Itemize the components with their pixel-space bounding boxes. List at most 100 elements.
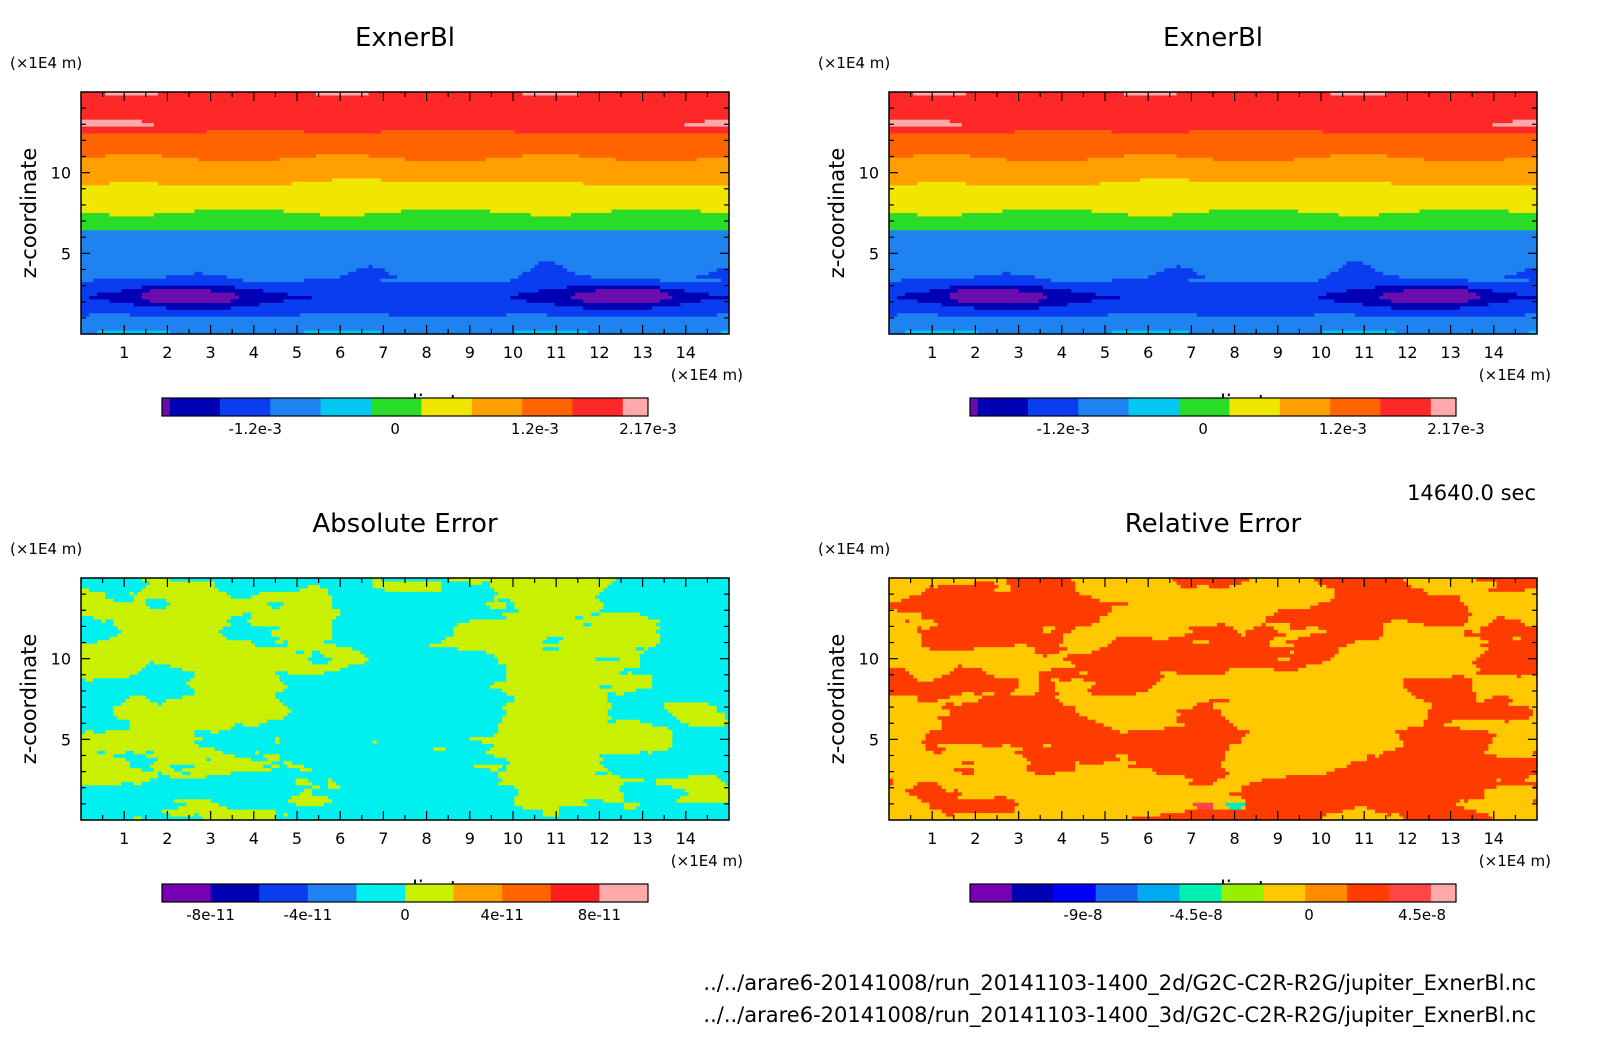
x-tick-label: 6 xyxy=(1143,829,1153,848)
colorbar-label: 4e-11 xyxy=(481,906,524,924)
field-cell xyxy=(182,768,272,773)
field-cell xyxy=(961,123,1494,128)
field-cell xyxy=(121,629,220,634)
field-cell xyxy=(889,147,1538,152)
field-cell xyxy=(89,295,143,301)
field-cell xyxy=(81,692,195,697)
field-cell xyxy=(889,112,1538,117)
field-cell xyxy=(660,640,730,645)
field-cell xyxy=(889,737,927,742)
field-cell xyxy=(81,98,730,103)
x-tick-label: 2 xyxy=(970,829,980,848)
field-cell xyxy=(81,136,730,141)
field-cell xyxy=(1180,712,1222,717)
field-cell xyxy=(643,650,730,655)
field-cell xyxy=(514,605,605,610)
field-cell xyxy=(664,705,718,710)
field-cell xyxy=(615,719,641,724)
field-cell xyxy=(291,181,584,186)
colorbar-frame xyxy=(161,397,649,417)
field-cell xyxy=(324,802,515,807)
field-cell xyxy=(1362,302,1489,307)
field-cell xyxy=(1172,578,1251,583)
field-cell xyxy=(1091,209,1210,214)
field-cell xyxy=(1249,578,1315,583)
field-cell xyxy=(1431,705,1530,710)
field-cell xyxy=(490,605,507,610)
field-cell xyxy=(953,667,983,672)
field-cell xyxy=(530,268,568,273)
field-cell xyxy=(194,209,285,214)
field-cell xyxy=(149,660,155,666)
field-cell xyxy=(925,737,1242,742)
field-cell xyxy=(889,664,959,669)
field-cell xyxy=(263,754,281,759)
colorbar-label: 2.17e-3 xyxy=(619,420,677,438)
field-cell xyxy=(93,616,232,621)
field-cell xyxy=(1241,788,1485,793)
field-cell xyxy=(522,92,580,97)
field-cell xyxy=(889,650,1036,655)
field-cell xyxy=(1123,92,1178,97)
field-cell xyxy=(1488,588,1526,593)
field-cell xyxy=(542,813,560,818)
field-cell xyxy=(905,292,951,297)
field-cell xyxy=(1091,595,1336,600)
field-cell xyxy=(1213,705,1433,710)
field-cell xyxy=(1127,730,1251,735)
field-cell xyxy=(1310,633,1384,638)
field-cell xyxy=(937,313,1109,318)
field-cell xyxy=(889,178,1141,183)
field-cell xyxy=(921,612,1109,617)
field-cell xyxy=(271,605,281,610)
field-cell xyxy=(1492,695,1510,700)
field-cell xyxy=(1346,261,1364,266)
field-cell xyxy=(1213,781,1251,787)
field-cell xyxy=(494,654,641,659)
field-cell xyxy=(81,299,110,304)
field-cell xyxy=(1208,584,1230,589)
colorbar-swatch xyxy=(1330,398,1381,416)
field-cell xyxy=(672,740,730,745)
field-cell xyxy=(214,581,374,586)
field-cell xyxy=(230,771,499,776)
field-cell xyxy=(889,105,1538,110)
field-cell xyxy=(1375,268,1526,273)
field-cell xyxy=(332,636,447,641)
field-cell xyxy=(1018,681,1040,686)
field-cell xyxy=(1095,292,1327,297)
field-cell xyxy=(619,785,673,790)
field-cell xyxy=(129,719,268,724)
field-cell xyxy=(1423,723,1445,728)
field-cell xyxy=(889,643,922,648)
field-cell xyxy=(1261,778,1498,783)
field-cell xyxy=(287,712,507,717)
field-cell xyxy=(182,771,191,776)
field-cell xyxy=(1289,650,1295,655)
colorbar-swatch xyxy=(1380,398,1432,416)
field-cell xyxy=(141,667,183,672)
field-cell xyxy=(1119,295,1319,301)
field-cell xyxy=(708,292,730,297)
field-cell xyxy=(332,633,455,638)
field-cell xyxy=(141,292,236,297)
field-cell xyxy=(81,699,127,704)
field-cell xyxy=(81,302,135,307)
field-cell xyxy=(81,285,143,290)
field-cell xyxy=(81,806,179,811)
field-cell xyxy=(81,813,171,818)
field-cell xyxy=(656,629,730,634)
field-cell xyxy=(1318,581,1408,586)
field-cell xyxy=(275,695,515,700)
field-cell xyxy=(949,119,1514,124)
field-cell xyxy=(190,685,289,690)
field-cell xyxy=(889,140,1538,145)
field-cell xyxy=(1464,602,1538,607)
field-cell xyxy=(145,695,183,700)
field-cell xyxy=(961,702,1064,707)
field-cell xyxy=(1273,667,1299,672)
field-cell xyxy=(889,754,1024,759)
x-tick-label: 1 xyxy=(927,343,937,362)
field-cell xyxy=(889,219,1538,224)
field-cell xyxy=(1383,626,1481,631)
